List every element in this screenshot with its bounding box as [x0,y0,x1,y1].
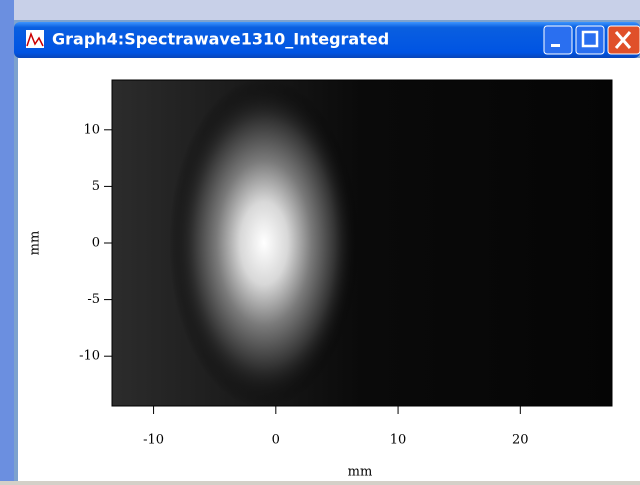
x-tick-label: 20 [512,433,529,448]
y-tick-label: 5 [92,179,100,194]
minimize-button[interactable] [543,25,573,55]
y-tick-label: 0 [92,236,100,251]
title-bar [14,22,640,58]
y-tick-label: 10 [83,122,100,137]
window-title: Graph4:Spectrawave1310_Integrated [52,30,389,49]
maximize-button[interactable] [575,25,605,55]
x-tick-label: -10 [143,433,164,448]
x-tick-label: 10 [390,433,407,448]
window-icon [26,30,44,48]
x-tick-label: 0 [272,433,280,448]
y-tick-label: -5 [87,292,100,307]
close-button[interactable] [607,25,640,55]
y-tick-label: -10 [79,349,100,364]
left-border [0,0,14,481]
plot [111,79,613,407]
y-axis-label: mm [28,231,43,256]
intensity-spot [112,80,612,406]
x-axis-label: mm [348,465,373,480]
desktop-strip [0,0,640,20]
